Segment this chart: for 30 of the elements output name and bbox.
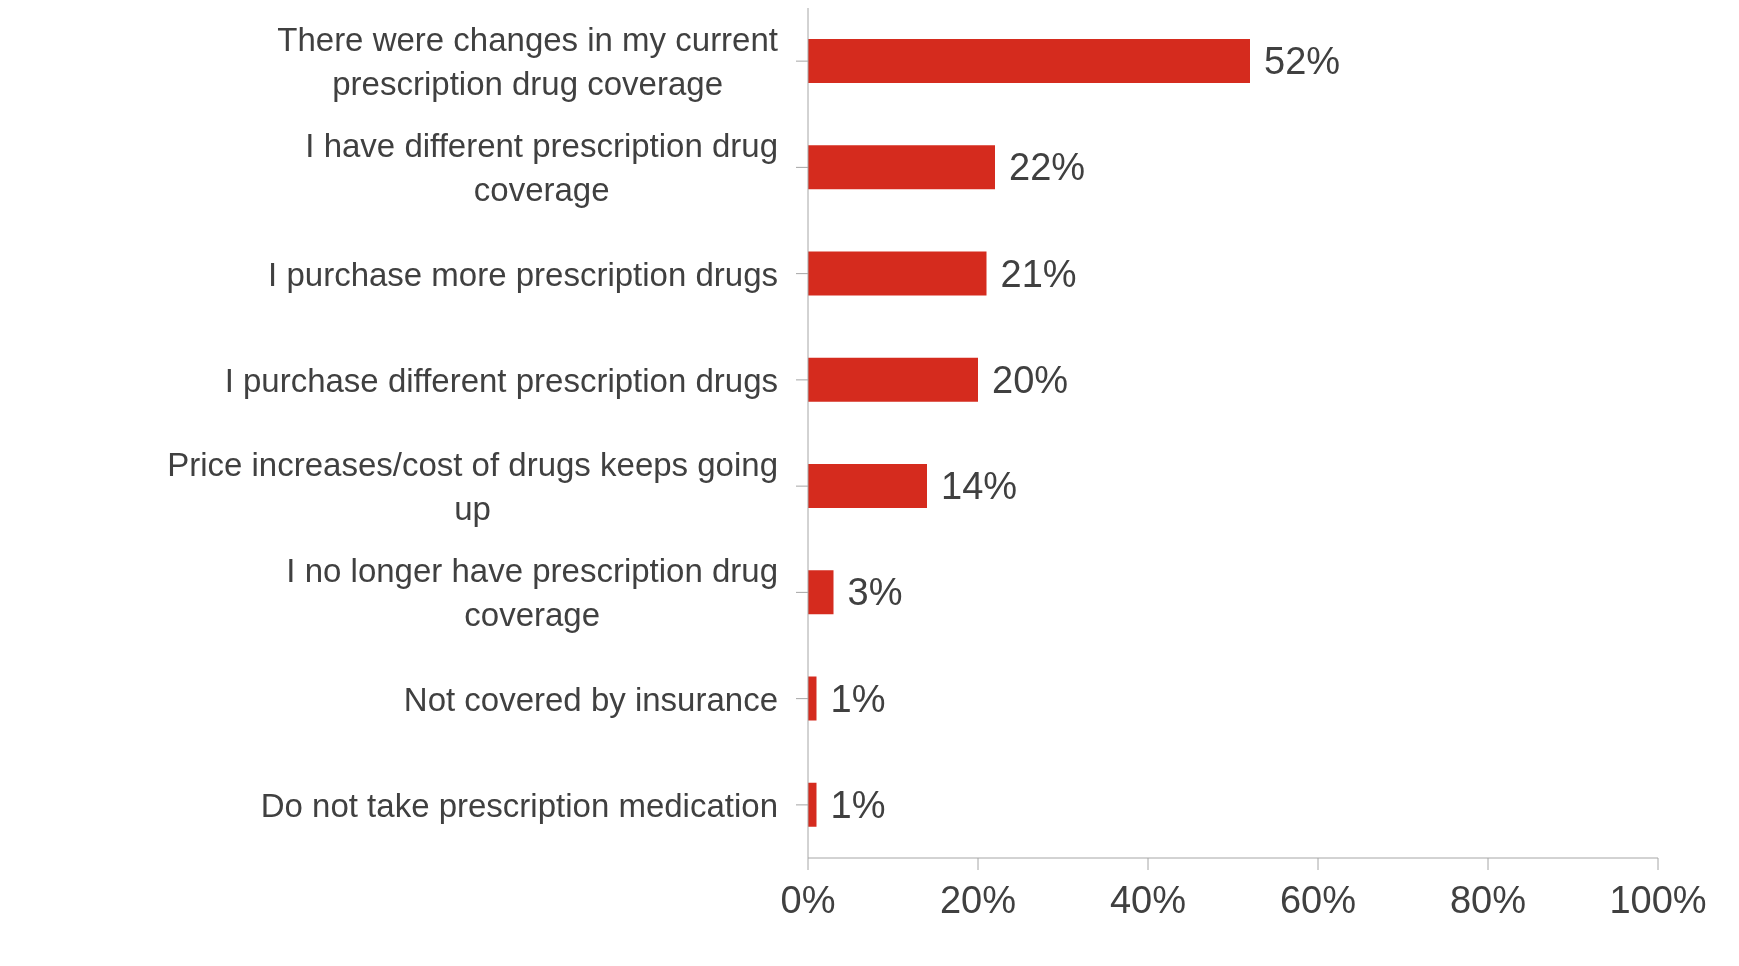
bar	[808, 570, 834, 615]
bar	[808, 357, 978, 402]
x-tick-label: 0%	[780, 878, 836, 921]
bar	[808, 251, 987, 296]
bar	[808, 676, 817, 721]
x-tick-label: 40%	[1109, 878, 1187, 921]
bar	[808, 782, 817, 827]
y-tick-label: I have different prescription drug coverage	[305, 126, 778, 208]
y-tick-label: I purchase different prescription drugs	[224, 361, 779, 399]
x-tick-label: 60%	[1279, 878, 1357, 921]
data-label: 20%	[992, 358, 1069, 401]
y-tick-label: There were changes in my current prescription drug coverage	[277, 20, 779, 102]
y-tick-label: Not covered by insurance	[403, 680, 778, 718]
y-tick-label: Do not take prescription medication	[260, 786, 779, 824]
x-tick-label: 80%	[1449, 878, 1527, 921]
bar	[808, 39, 1250, 83]
y-tick-label: Price increases/cost of drugs keeps going up	[167, 445, 778, 527]
data-label: 1%	[830, 677, 886, 720]
x-tick-label: 20%	[939, 878, 1017, 921]
data-label: 3%	[847, 571, 903, 614]
data-label: 22%	[1009, 146, 1086, 189]
data-label: 1%	[830, 783, 886, 826]
data-label: 52%	[1264, 40, 1341, 82]
data-label: 21%	[1000, 252, 1077, 295]
bar	[808, 145, 995, 190]
y-tick-label: I no longer have prescription drug coverage	[286, 551, 778, 633]
bar	[808, 464, 927, 508]
data-label: 14%	[941, 465, 1018, 507]
y-tick-label: I purchase more prescription drugs	[268, 255, 778, 293]
x-tick-label: 100%	[1609, 878, 1707, 921]
